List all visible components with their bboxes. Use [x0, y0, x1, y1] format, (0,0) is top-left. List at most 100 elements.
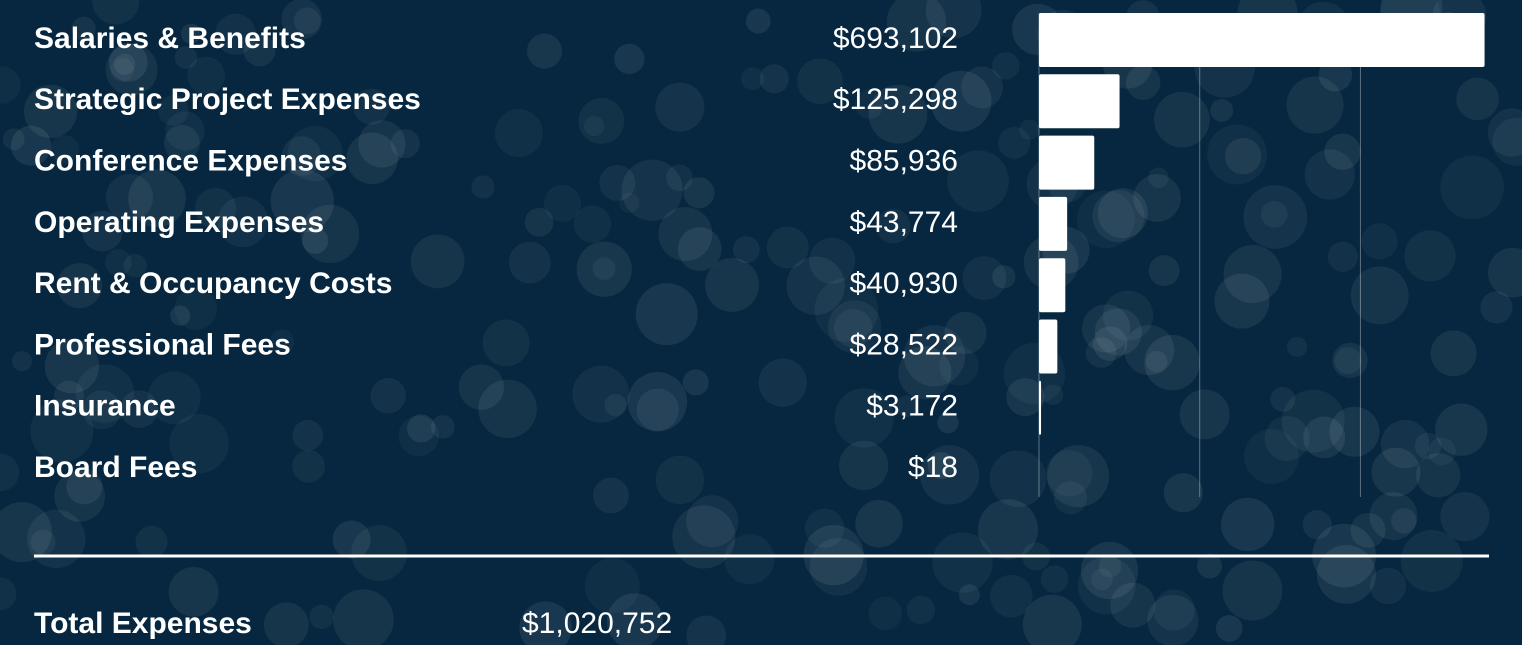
background-dot: [1102, 290, 1154, 341]
background-dot: [962, 256, 1007, 301]
background-dot: [309, 604, 334, 630]
background-dot: [1053, 481, 1088, 515]
background-dot: [1316, 544, 1376, 604]
background-dot: [54, 470, 106, 522]
background-dot: [270, 169, 334, 233]
background-dot: [302, 227, 329, 254]
background-dot: [991, 52, 1020, 80]
background-dot: [1350, 512, 1386, 548]
background-dot: [1092, 190, 1145, 243]
background-dot: [300, 204, 360, 264]
background-dot: [930, 70, 992, 132]
background-dot: [471, 175, 495, 199]
background-dot: [168, 566, 219, 617]
value-label: $28,522: [850, 328, 958, 361]
background-dot: [12, 351, 33, 372]
background-dot: [478, 379, 537, 439]
background-dot: [1391, 508, 1417, 534]
background-dot: [686, 495, 739, 548]
background-dot: [758, 358, 807, 407]
background-dot: [683, 177, 715, 209]
background-dot: [390, 129, 420, 159]
value-label: $43,774: [850, 206, 958, 239]
background-dot: [1369, 492, 1418, 541]
background-dot: [1046, 450, 1093, 497]
background-dot: [1214, 273, 1270, 329]
background-dot: [1092, 326, 1128, 361]
background-dot: [543, 184, 582, 222]
background-dot: [346, 132, 398, 185]
background-dot: [113, 53, 136, 75]
total-label: Total Expenses: [34, 607, 252, 640]
background-dot: [854, 89, 884, 119]
background-dot: [932, 532, 993, 593]
background-dot: [1487, 247, 1522, 298]
background-dot: [1144, 334, 1200, 391]
background-dot: [243, 34, 276, 67]
background-dot: [110, 57, 135, 82]
background-dot: [194, 187, 237, 229]
background-dot: [1145, 350, 1168, 373]
background-dot: [169, 414, 229, 474]
background-dot: [868, 84, 928, 144]
background-dot: [989, 574, 1033, 618]
background-dot: [635, 283, 698, 346]
background-dot: [1098, 554, 1122, 578]
background-dot: [332, 520, 371, 559]
background-dot: [809, 237, 856, 284]
background-dot: [81, 210, 123, 252]
background-dot: [1148, 255, 1180, 287]
bar: [1039, 319, 1058, 374]
background-dot: [572, 365, 630, 423]
total-value: $1,020,752: [522, 607, 672, 640]
background-dot: [1286, 336, 1308, 357]
background-dot: [606, 593, 663, 645]
background-dot: [1076, 190, 1135, 249]
bar: [1039, 13, 1485, 67]
background-dot: [927, 451, 955, 480]
background-dot: [1371, 447, 1421, 497]
background-dot: [1223, 245, 1282, 304]
background-dot: [1487, 108, 1522, 157]
value-label: $18: [908, 451, 958, 484]
bar: [1039, 135, 1095, 190]
background-dot: [705, 257, 760, 312]
background-dot: [104, 249, 132, 276]
background-dot: [797, 58, 843, 105]
background-dot: [1380, 419, 1430, 469]
background-dot: [1082, 304, 1131, 353]
background-dot: [592, 477, 629, 514]
background-dot: [1077, 556, 1136, 615]
background-dot: [1006, 378, 1045, 417]
background-dot: [1302, 510, 1332, 540]
background-dot: [1243, 185, 1308, 249]
background-dot: [786, 256, 845, 315]
category-label: Conference Expenses: [34, 145, 347, 178]
background-dot: [1440, 155, 1505, 220]
background-dot: [686, 615, 727, 645]
background-dot: [292, 449, 325, 483]
background-dot: [1244, 429, 1299, 484]
background-dot: [281, 0, 323, 40]
background-dot: [1350, 266, 1409, 325]
background-dot: [458, 364, 504, 410]
background-dot: [263, 602, 309, 645]
background-dot: [1042, 384, 1064, 405]
background-dot: [333, 589, 394, 645]
background-dot: [759, 64, 789, 94]
background-dot: [741, 67, 765, 91]
background-dot: [82, 390, 122, 430]
background-dot: [896, 395, 918, 418]
background-dot: [584, 558, 640, 614]
background-dot: [128, 169, 186, 228]
background-dot: [636, 388, 679, 431]
background-dot: [1400, 529, 1463, 593]
background-dot: [120, 390, 159, 428]
background-dot: [106, 173, 154, 221]
background-dot: [621, 159, 683, 221]
background-dot: [217, 196, 269, 248]
category-label: Board Fees: [34, 451, 197, 484]
background-dot: [54, 380, 85, 411]
background-dot: [1281, 389, 1345, 453]
